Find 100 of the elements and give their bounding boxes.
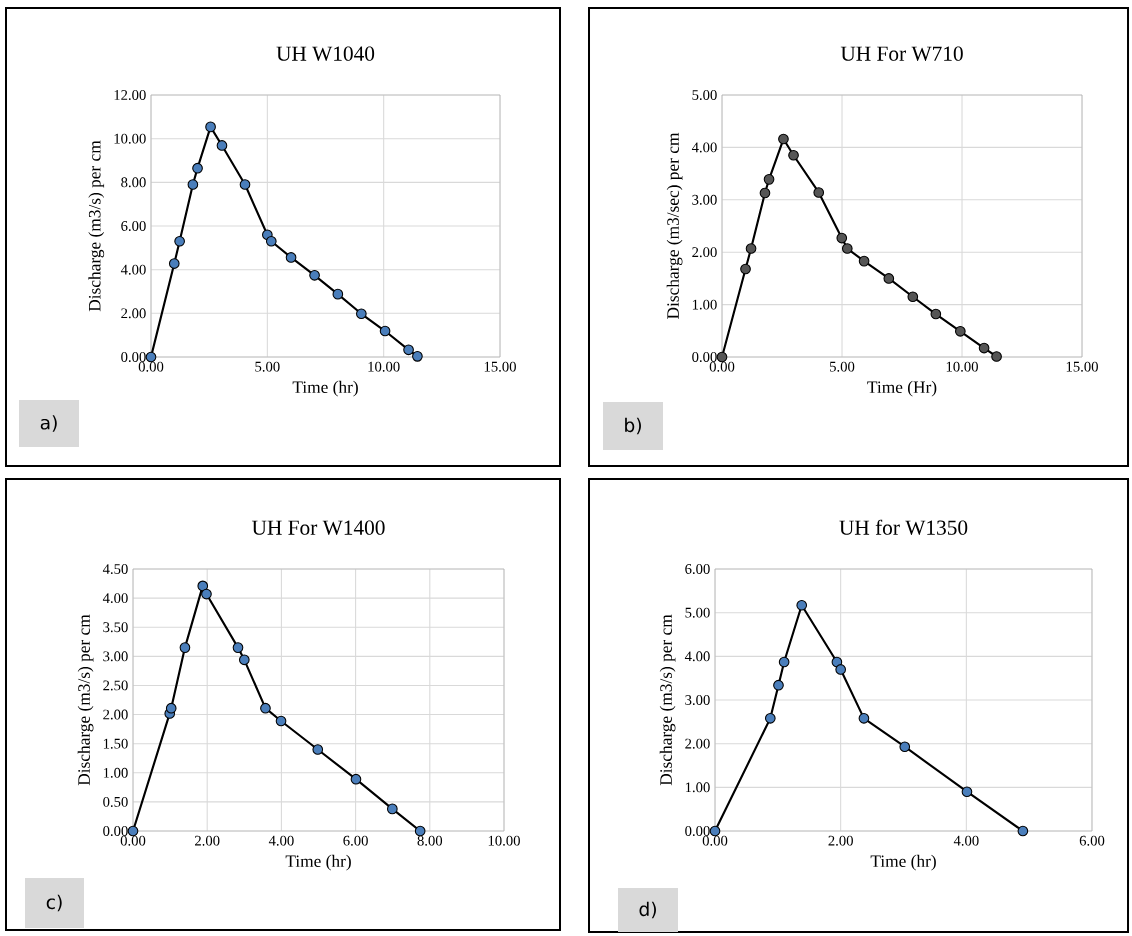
y-tick-label: 1.00 xyxy=(103,767,128,778)
y-tick-label: 0.00 xyxy=(121,352,146,362)
x-tick-label: 6.00 xyxy=(1079,835,1105,846)
point xyxy=(763,174,775,185)
y-axis-title: Discharge (m3/s) per cm xyxy=(659,614,676,786)
point xyxy=(858,713,870,724)
point xyxy=(165,702,177,714)
point xyxy=(773,679,784,691)
y-tick-label: 2.00 xyxy=(103,709,128,720)
point xyxy=(379,325,391,337)
point xyxy=(355,308,367,320)
y-tick-label: 2.00 xyxy=(692,247,717,258)
x-tick-label: 5.00 xyxy=(255,361,280,372)
point xyxy=(788,149,799,161)
y-axis-title: Discharge (m3/s) per cm xyxy=(88,140,105,312)
y-tick-label: 0.50 xyxy=(103,796,128,807)
x-tick-label: 2.00 xyxy=(195,835,220,846)
x-tick-label: 4.00 xyxy=(953,835,979,846)
point xyxy=(745,243,757,254)
chart-title: UH For W710 xyxy=(840,46,963,61)
x-tick-label: 0.00 xyxy=(709,361,735,372)
point xyxy=(1017,825,1029,837)
y-tick-label: 4.00 xyxy=(102,593,128,604)
point xyxy=(954,325,966,337)
y-tick-label: 3.00 xyxy=(103,651,128,662)
point xyxy=(192,162,203,174)
text: d) xyxy=(639,901,656,919)
x-axis-title: Time (hr) xyxy=(285,854,351,871)
y-tick-label: 2.00 xyxy=(685,738,710,749)
point xyxy=(841,243,853,254)
point xyxy=(232,642,244,653)
point xyxy=(759,187,771,199)
y-tick-label: 4.00 xyxy=(691,142,717,153)
point xyxy=(764,713,776,724)
y-tick-label: 3.00 xyxy=(692,194,717,205)
y-tick-label: 5.00 xyxy=(692,90,717,100)
y-tick-label: 2.50 xyxy=(103,680,128,691)
x-axis-title: Time (hr) xyxy=(870,854,936,871)
x-tick-label: 15.00 xyxy=(484,361,516,372)
point xyxy=(168,258,180,269)
point xyxy=(260,702,271,714)
point xyxy=(350,773,362,785)
point xyxy=(179,642,191,653)
point xyxy=(961,786,973,798)
point xyxy=(386,803,398,815)
x-tick-label: 2.00 xyxy=(828,835,853,846)
y-tick-label: 3.50 xyxy=(103,622,128,633)
x-tick-label: 8.00 xyxy=(417,835,443,846)
point xyxy=(187,179,199,190)
point xyxy=(309,270,320,281)
y-tick-label: 0.00 xyxy=(685,826,710,836)
point xyxy=(174,235,185,247)
x-tick-label: 0.00 xyxy=(702,835,728,846)
y-tick-label: 1.00 xyxy=(685,782,710,793)
chart-title: UH For W1400 xyxy=(251,520,385,535)
point xyxy=(778,656,790,668)
y-tick-label: 0.00 xyxy=(103,826,128,836)
point xyxy=(813,187,825,198)
point xyxy=(403,344,414,356)
y-tick-label: 12.00 xyxy=(114,90,146,100)
y-tick-label: 4.50 xyxy=(102,564,128,574)
text: c) xyxy=(46,894,62,912)
point xyxy=(796,599,808,611)
text: a) xyxy=(40,415,57,432)
x-axis-title: Time (Hr) xyxy=(867,380,937,397)
point xyxy=(978,342,990,354)
y-tick-label: 1.50 xyxy=(103,738,128,749)
point xyxy=(238,654,250,666)
x-tick-label: 0.00 xyxy=(138,361,164,372)
point xyxy=(205,121,216,133)
point xyxy=(197,580,209,592)
point xyxy=(899,741,911,753)
y-tick-label: 5.00 xyxy=(685,607,710,618)
x-tick-label: 15.00 xyxy=(1066,361,1098,372)
y-tick-label: 8.00 xyxy=(121,177,146,188)
point xyxy=(907,291,919,303)
x-tick-label: 10.00 xyxy=(368,361,400,372)
point xyxy=(285,252,297,263)
y-axis-title: Discharge (m3/s) per cm xyxy=(77,614,94,786)
x-tick-label: 10.00 xyxy=(488,835,520,846)
point xyxy=(740,263,751,275)
point xyxy=(265,235,277,247)
point xyxy=(216,140,228,151)
y-tick-label: 10.00 xyxy=(114,133,146,144)
x-tick-label: 6.00 xyxy=(343,835,368,846)
point xyxy=(201,588,212,600)
y-tick-label: 4.00 xyxy=(120,264,146,275)
y-tick-label: 3.00 xyxy=(685,695,710,705)
point xyxy=(312,744,324,755)
point xyxy=(883,273,895,284)
point xyxy=(332,288,344,300)
x-tick-label: 10.00 xyxy=(946,361,978,372)
x-axis-title: Time (hr) xyxy=(292,380,358,397)
point xyxy=(778,133,789,145)
y-tick-label: 0.00 xyxy=(692,352,717,362)
point xyxy=(858,255,870,267)
y-tick-label: 4.00 xyxy=(684,651,710,662)
chart-title: UH for W1350 xyxy=(839,519,968,535)
y-tick-label: 2.00 xyxy=(121,308,146,319)
chart-title: UH W1040 xyxy=(276,46,375,61)
